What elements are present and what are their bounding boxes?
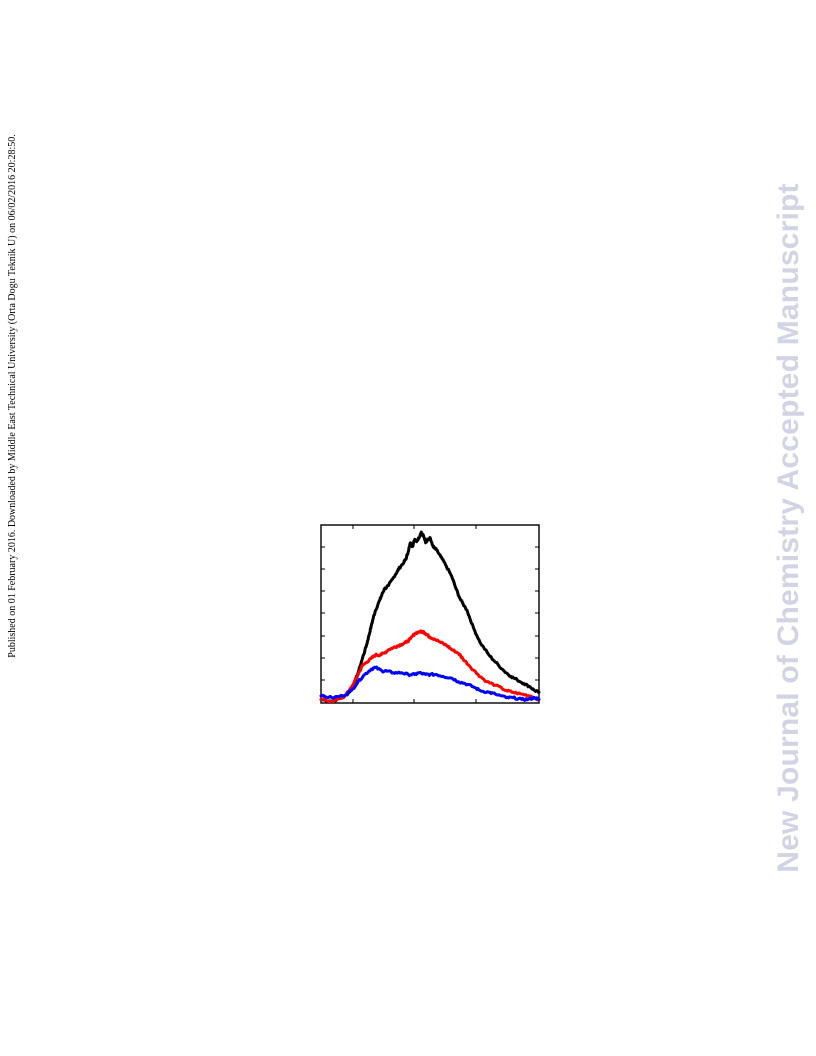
plot-frame (320, 524, 540, 704)
axis-ticks (321, 525, 539, 703)
series-layer (319, 530, 541, 703)
blue-series-line (319, 665, 541, 702)
plot-border (320, 524, 540, 704)
black-series-line (319, 530, 541, 703)
red-series-line (319, 629, 541, 703)
